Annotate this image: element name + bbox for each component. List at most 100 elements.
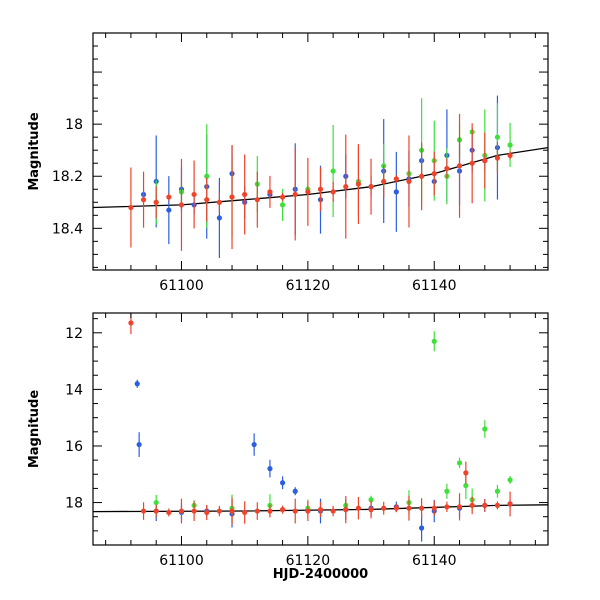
x-tick-label: 61100 — [159, 553, 204, 569]
data-point — [343, 184, 349, 190]
data-point — [444, 165, 450, 172]
data-point — [128, 320, 134, 326]
data-point — [431, 171, 437, 177]
data-point — [406, 505, 412, 511]
data-point — [368, 184, 374, 190]
y-axis-title: Magnitude — [27, 112, 42, 191]
data-point — [166, 207, 172, 213]
data-point — [317, 507, 324, 513]
data-point — [292, 191, 298, 198]
data-point — [191, 191, 197, 198]
data-point — [355, 505, 362, 511]
y-tick-label: 12 — [65, 326, 83, 342]
data-point — [254, 197, 260, 203]
x-tick-label: 61140 — [412, 278, 457, 294]
data-point — [267, 189, 273, 195]
data-point — [292, 488, 298, 494]
data-point — [317, 186, 324, 192]
series-0 — [134, 379, 513, 542]
data-point — [279, 507, 286, 513]
data-point — [330, 168, 336, 174]
data-point — [128, 204, 134, 211]
data-point — [153, 499, 159, 506]
data-point — [267, 466, 273, 472]
data-point — [393, 176, 399, 182]
bottom-panel: 61100 61120 61140 12 14 16 18 Magnitude HJD-2400… — [27, 312, 549, 582]
data-point — [229, 194, 235, 200]
data-point — [419, 525, 425, 531]
data-point — [494, 155, 501, 161]
data-point — [393, 189, 399, 195]
data-point — [482, 502, 488, 508]
data-point — [494, 502, 501, 508]
data-point — [456, 504, 463, 510]
data-point — [216, 215, 222, 221]
data-point — [229, 508, 235, 514]
plot-area — [93, 313, 548, 542]
plot-frame — [92, 312, 549, 546]
data-point — [507, 477, 513, 483]
data-point — [254, 508, 260, 514]
series-2 — [128, 113, 513, 251]
data-point — [393, 505, 399, 511]
data-point — [166, 509, 172, 516]
x-tick-label: 61120 — [286, 278, 331, 294]
y-tick-label: 18.2 — [52, 169, 83, 185]
data-point — [406, 178, 412, 185]
data-point — [355, 181, 362, 187]
data-point — [191, 508, 197, 514]
series-1 — [153, 331, 513, 522]
data-point — [216, 199, 222, 205]
y-tick-label: 16 — [65, 439, 83, 455]
data-point — [140, 508, 147, 514]
x-axis-title: HJD-2400000 — [273, 567, 368, 582]
data-point — [463, 482, 469, 489]
data-point — [463, 470, 469, 476]
data-point — [482, 158, 488, 164]
data-point — [134, 381, 140, 387]
data-point — [381, 178, 387, 185]
data-point — [305, 508, 311, 514]
data-point — [456, 163, 463, 169]
y-tick-label: 18.4 — [52, 221, 83, 237]
data-point — [204, 173, 210, 179]
data-point — [469, 160, 475, 166]
data-point — [279, 480, 286, 486]
x-tick-label: 61100 — [159, 278, 204, 294]
data-point — [178, 508, 185, 514]
data-point — [507, 501, 513, 507]
data-point — [507, 142, 513, 148]
data-point — [242, 509, 248, 516]
data-point — [279, 194, 286, 200]
data-point — [469, 502, 475, 508]
data-point — [381, 505, 387, 511]
data-point — [330, 508, 336, 514]
data-point — [494, 134, 501, 140]
data-point — [343, 507, 349, 513]
data-point — [292, 508, 298, 514]
data-point — [153, 199, 159, 205]
data-point — [140, 197, 147, 203]
data-point — [444, 488, 450, 494]
y-tick-label: 18 — [65, 117, 83, 133]
data-point — [242, 191, 248, 198]
x-tick-label: 61120 — [286, 553, 331, 569]
plot-area — [93, 95, 548, 258]
x-tick-label: 61140 — [412, 553, 457, 569]
data-point — [482, 426, 488, 432]
plot-frame — [92, 32, 549, 271]
top-panel: 61100 61120 61140 18 18.2 18.4 Magnitude — [27, 32, 549, 294]
data-point — [456, 460, 463, 466]
data-point — [494, 488, 501, 494]
data-point — [419, 173, 425, 179]
data-point — [305, 189, 311, 195]
data-point — [330, 189, 336, 195]
data-point — [419, 505, 425, 511]
data-point — [507, 152, 513, 159]
y-tick-label: 14 — [65, 382, 83, 398]
data-point — [444, 504, 450, 510]
data-point — [431, 505, 437, 511]
data-point — [166, 194, 172, 200]
y-axis-title: Magnitude — [27, 390, 42, 469]
data-point — [136, 441, 142, 448]
